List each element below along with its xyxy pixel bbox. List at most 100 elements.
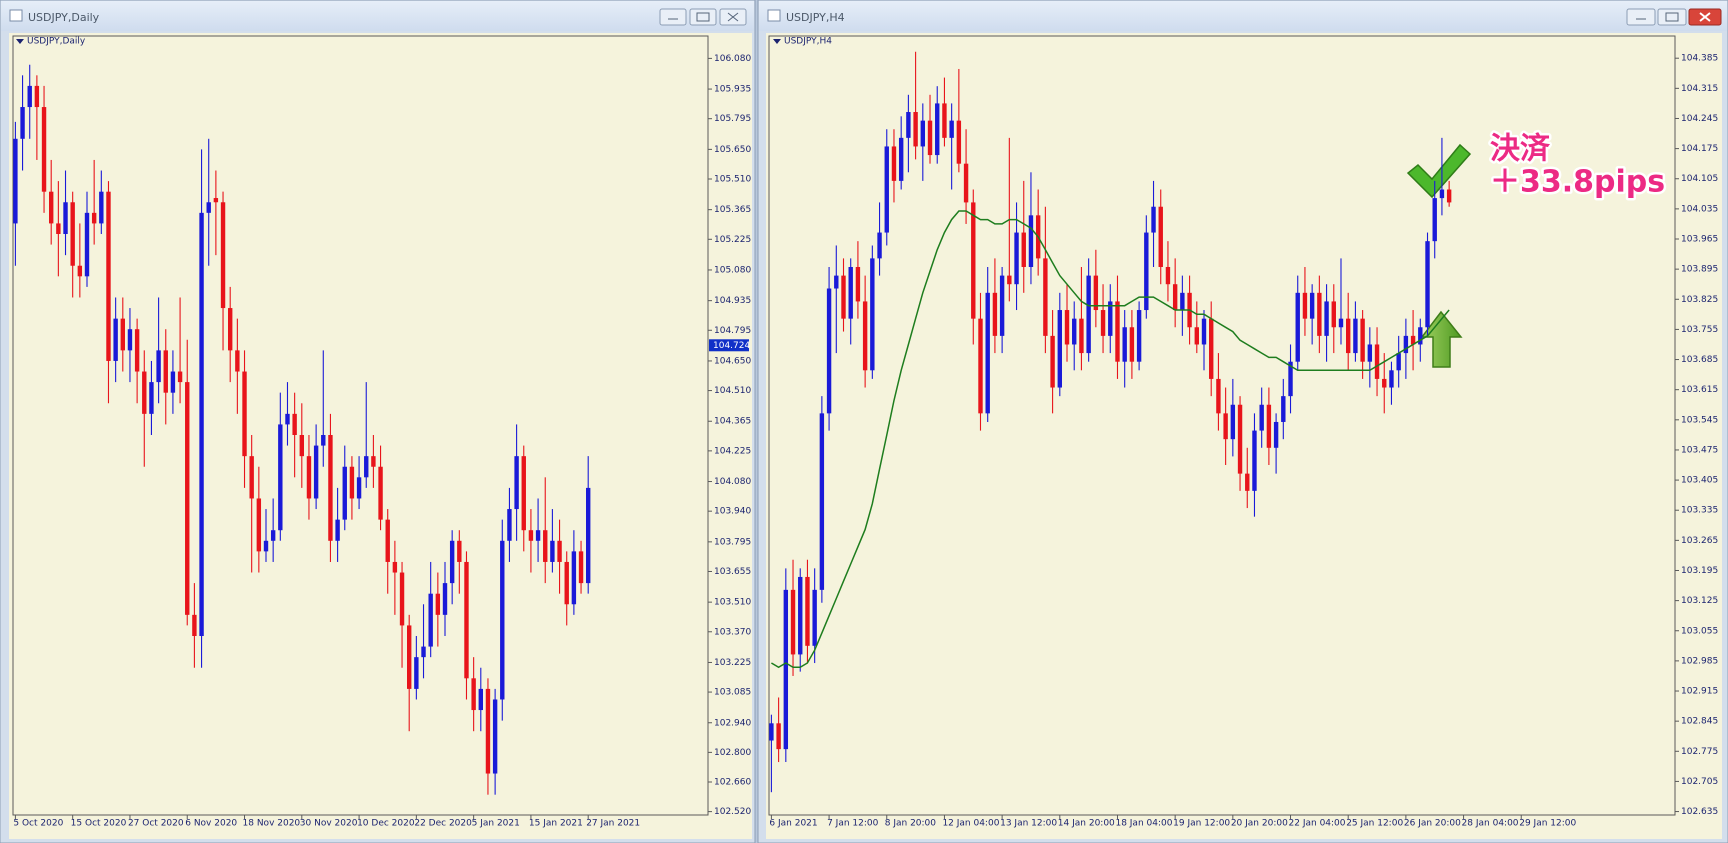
x-tick-label: 27 Oct 2020 <box>128 819 184 829</box>
x-tick-label: 18 Nov 2020 <box>243 819 301 829</box>
candle-body <box>285 413 290 425</box>
chart-area <box>9 33 752 839</box>
candle-body <box>935 103 940 156</box>
candle-body <box>142 371 147 414</box>
y-tick-label: 103.335 <box>1681 506 1718 516</box>
candle-body <box>84 212 90 277</box>
restore-button[interactable] <box>1657 8 1687 26</box>
candle-body <box>199 212 204 637</box>
minimize-button[interactable] <box>1626 8 1656 26</box>
x-tick-label: 5 Jan 2021 <box>472 819 520 829</box>
y-tick-label: 102.845 <box>1681 717 1718 727</box>
candle-body <box>1194 327 1199 345</box>
candle-body <box>270 530 276 541</box>
window-icon <box>767 9 781 22</box>
candle-body <box>812 589 817 646</box>
y-tick-label: 104.080 <box>714 477 751 487</box>
candle-body <box>478 688 483 711</box>
candle-body <box>235 350 240 372</box>
y-tick-label: 103.965 <box>1681 235 1718 245</box>
candle-body <box>364 456 369 478</box>
candle-body <box>1136 310 1142 362</box>
candle-body <box>769 723 774 741</box>
x-tick-label: 6 Jan 2021 <box>769 819 817 829</box>
candle-body <box>1317 292 1322 336</box>
candle-body <box>206 202 211 213</box>
candle-body <box>514 456 519 510</box>
y-tick-label: 103.685 <box>1681 355 1718 365</box>
candle-body <box>228 308 233 351</box>
candle-body <box>528 530 534 541</box>
candle-body <box>942 103 947 138</box>
candle-body <box>992 292 998 336</box>
candle-body <box>1100 310 1106 336</box>
candle-body <box>1295 292 1300 362</box>
candle-body <box>500 540 505 700</box>
candle-body <box>1209 318 1214 379</box>
candle-body <box>1410 335 1416 345</box>
candle-body <box>1007 275 1012 285</box>
x-tick-label: 30 Nov 2020 <box>300 819 358 829</box>
candle-body <box>1309 292 1315 319</box>
candle-body <box>442 583 448 615</box>
x-tick-label: 19 Jan 12:00 <box>1173 819 1230 829</box>
candle-body <box>192 614 197 637</box>
candle-body <box>99 191 104 224</box>
y-tick-label: 104.365 <box>714 417 751 427</box>
x-tick-label: 12 Jan 04:00 <box>942 819 999 829</box>
x-tick-label: 15 Oct 2020 <box>71 819 127 829</box>
candle-body <box>1302 292 1308 319</box>
chart-label: USDJPY,Daily <box>27 37 86 47</box>
candle-body <box>371 456 376 467</box>
y-tick-label: 104.105 <box>1681 174 1718 184</box>
candle-body <box>1324 301 1329 336</box>
candle-body <box>578 551 584 584</box>
candle-body <box>1382 378 1387 388</box>
candle-body <box>1245 473 1250 491</box>
x-tick-label: 27 Jan 2021 <box>586 819 640 829</box>
y-tick-label: 104.035 <box>1681 204 1718 214</box>
y-tick-label: 103.085 <box>714 688 751 698</box>
candle-body <box>949 120 954 138</box>
candle-body <box>550 540 555 562</box>
current-price-label: 104.724 <box>713 341 750 351</box>
candle-body <box>263 540 269 552</box>
candle-body <box>1079 318 1084 354</box>
window-title: USDJPY,Daily <box>28 11 100 24</box>
candle-body <box>1122 327 1127 362</box>
restore-button[interactable] <box>689 8 717 26</box>
candle-body <box>106 191 111 361</box>
candle-body <box>898 137 904 181</box>
candle-body <box>356 477 362 499</box>
candle-body <box>1158 206 1163 267</box>
candle-body <box>1050 335 1055 388</box>
candle-body <box>891 146 897 181</box>
candle-body <box>985 292 990 414</box>
candle-body <box>1259 404 1264 431</box>
y-tick-label: 102.985 <box>1681 656 1718 666</box>
candle-body <box>313 445 319 499</box>
candle-body <box>485 688 491 774</box>
candle-body <box>306 456 312 499</box>
window-title: USDJPY,H4 <box>786 11 845 24</box>
candle-body <box>1252 430 1257 491</box>
window-daily: USDJPY,Daily USDJPY,Daily <box>0 0 756 843</box>
x-tick-label: 26 Jan 20:00 <box>1404 819 1461 829</box>
y-tick-label: 103.225 <box>714 658 751 668</box>
candle-body <box>826 288 832 414</box>
candle-body <box>557 540 562 562</box>
candle-body <box>963 163 969 203</box>
candle-body <box>1338 318 1344 328</box>
y-tick-label: 104.175 <box>1681 144 1718 154</box>
y-tick-label: 102.915 <box>1681 687 1718 697</box>
minimize-button[interactable] <box>659 8 687 26</box>
candle-body <box>862 301 868 371</box>
check-icon <box>1406 143 1472 199</box>
x-tick-label: 13 Jan 12:00 <box>1000 819 1057 829</box>
y-tick-label: 103.940 <box>714 507 751 517</box>
chart-label: USDJPY,H4 <box>784 37 832 47</box>
candle-body <box>1151 206 1156 233</box>
candle-body <box>449 540 455 584</box>
moving-average <box>771 210 1450 669</box>
y-tick-label: 103.615 <box>1681 385 1718 395</box>
